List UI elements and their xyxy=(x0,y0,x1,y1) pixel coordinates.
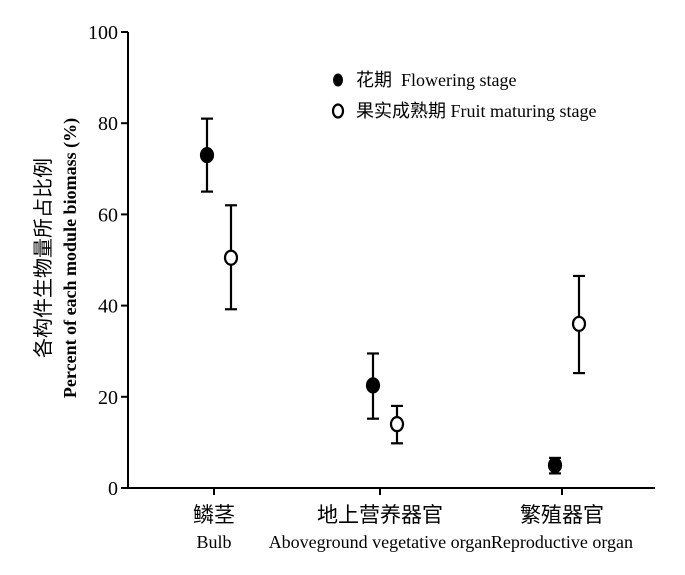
x-category-label-cn: 繁殖器官 xyxy=(520,503,604,527)
legend-marker-fruit xyxy=(331,103,345,119)
legend: 花期 Flowering stage 果实成熟期 Fruit maturing … xyxy=(331,70,596,121)
y-ticks: 0 20 40 60 80 100 xyxy=(88,22,128,500)
data-point-flowering xyxy=(365,377,381,394)
legend-label-flowering: 花期 Flowering stage xyxy=(356,70,516,90)
data-point-fruit xyxy=(223,249,239,266)
axes xyxy=(127,32,655,489)
x-category-label: Reproductive organ xyxy=(491,532,633,552)
x-category-label: Aboveground vegetative organ xyxy=(269,532,492,552)
x-category-label-cn: 地上营养器官 xyxy=(317,503,443,527)
y-tick-label: 40 xyxy=(98,296,118,318)
legend-label-fruit: 果实成熟期 Fruit maturing stage xyxy=(356,101,596,121)
x-category-label: Bulb xyxy=(196,532,231,552)
y-axis-title: Percent of each module biomass (%) xyxy=(60,118,81,398)
data-point-fruit xyxy=(571,315,587,332)
y-tick-label: 0 xyxy=(108,478,118,500)
y-tick-label: 100 xyxy=(88,22,118,44)
data-point-fruit xyxy=(389,416,405,433)
legend-marker-flowering xyxy=(333,73,343,87)
y-tick-label: 60 xyxy=(98,204,118,226)
y-tick-label: 20 xyxy=(98,387,118,409)
x-category-label-cn: 鳞茎 xyxy=(193,503,235,527)
y-axis-title-cn: 各构件生物量所占比例 xyxy=(32,158,55,358)
data-marks xyxy=(199,117,587,475)
data-point-flowering xyxy=(199,147,215,164)
y-tick-label: 80 xyxy=(98,113,118,135)
x-categories: 鳞茎 Bulb 地上营养器官 Aboveground vegetative organ… xyxy=(193,488,633,552)
data-point-flowering xyxy=(547,457,563,474)
